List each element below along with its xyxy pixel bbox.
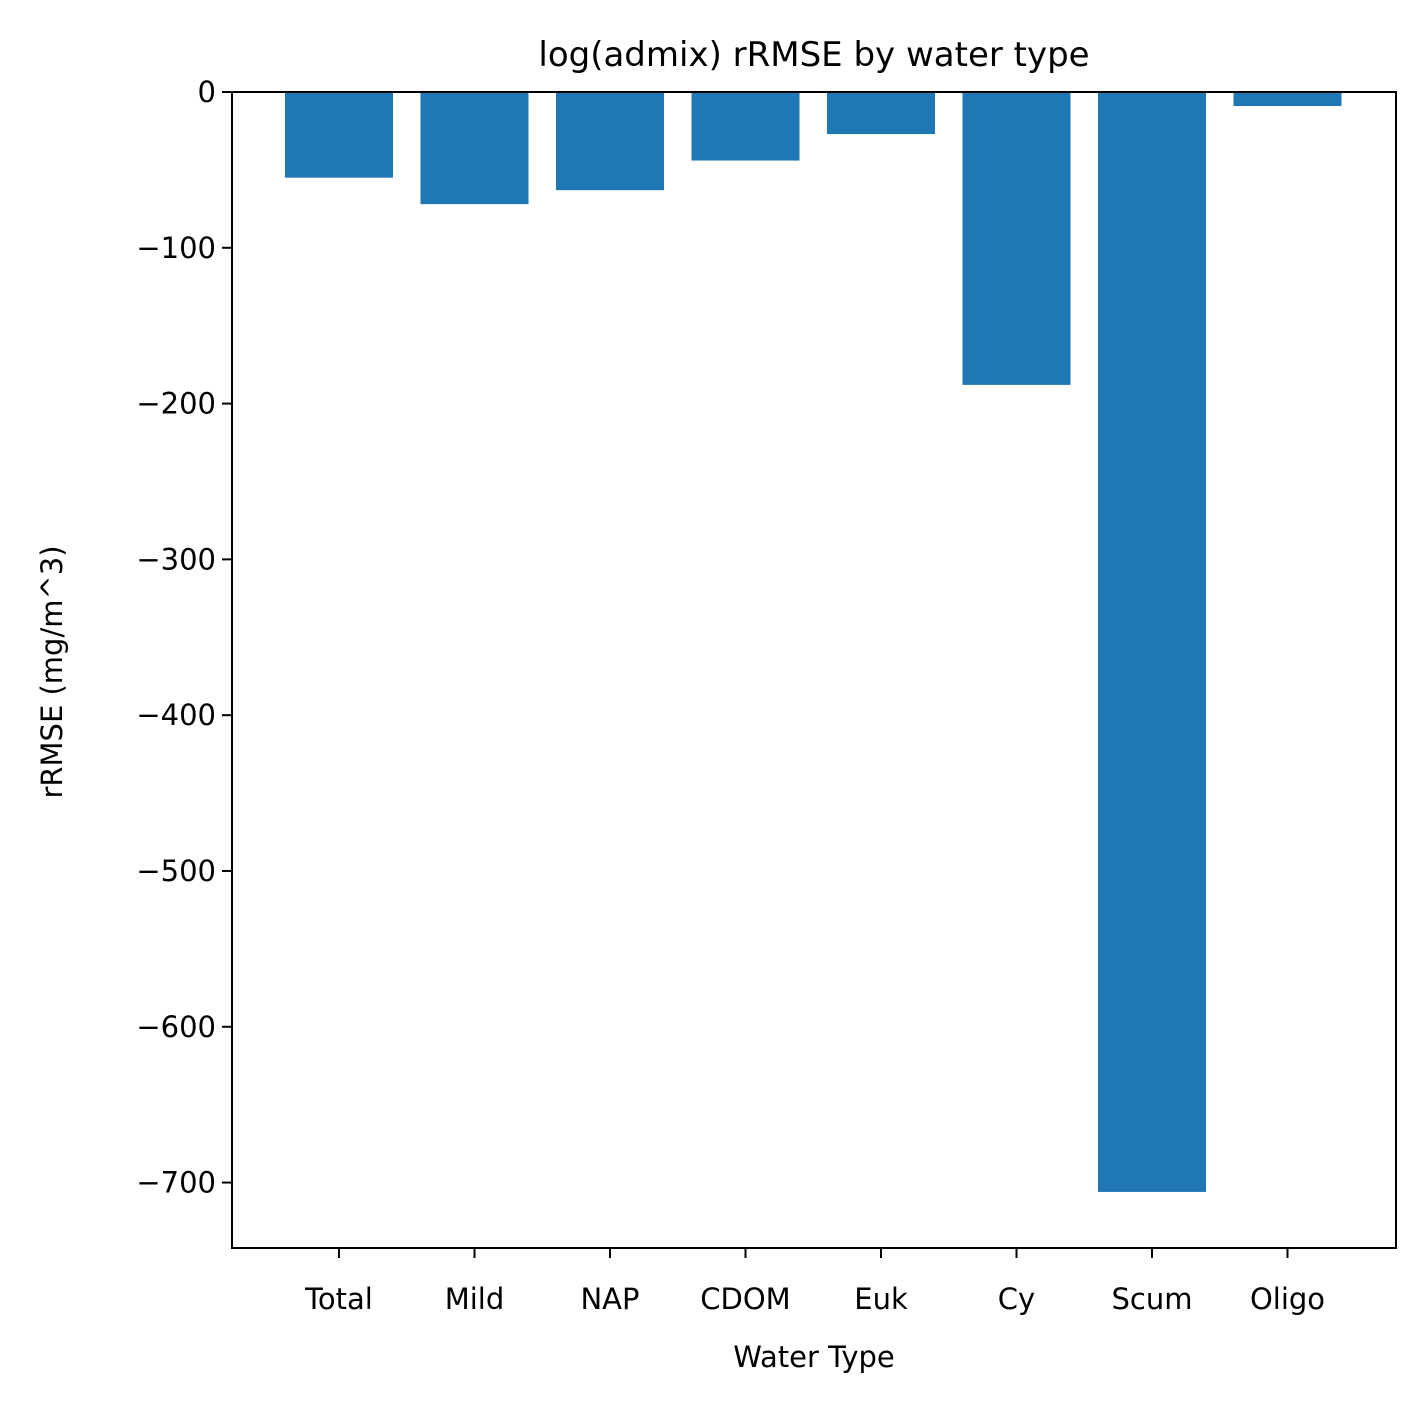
- y-tick-label: 0: [198, 75, 216, 109]
- bar-scum: [1098, 92, 1206, 1192]
- x-tick-label: Mild: [445, 1282, 505, 1316]
- x-tick-label: Scum: [1112, 1282, 1193, 1316]
- x-tick-label: Oligo: [1250, 1282, 1325, 1316]
- x-axis-title: Water Type: [733, 1340, 895, 1374]
- x-tick-label: Cy: [998, 1282, 1035, 1316]
- y-tick-label: −300: [136, 542, 216, 576]
- y-axis: 0 −100 −200 −300 −400 −500 −600 −700: [136, 75, 232, 1200]
- bars-group: [285, 92, 1342, 1192]
- bar-euk: [827, 92, 935, 135]
- y-tick-label: −400: [136, 698, 216, 732]
- x-tick-label: Total: [304, 1282, 373, 1316]
- x-tick-label: CDOM: [700, 1282, 790, 1316]
- bar-cdom: [691, 92, 800, 161]
- bar-total: [285, 92, 393, 178]
- bar-oligo: [1233, 92, 1342, 107]
- y-tick-label: −600: [136, 1010, 216, 1044]
- x-axis: Total Mild NAP CDOM Euk Cy Scum Oligo: [304, 1248, 1325, 1316]
- chart-title: log(admix) rRMSE by water type: [538, 35, 1089, 75]
- y-tick-label: −500: [136, 854, 216, 888]
- y-tick-label: −700: [136, 1166, 216, 1200]
- y-tick-label: −200: [136, 387, 216, 421]
- bar-nap: [556, 92, 664, 191]
- y-tick-label: −100: [136, 231, 216, 265]
- y-axis-title: rRMSE (mg/m^3): [35, 545, 69, 798]
- x-tick-label: Euk: [854, 1282, 908, 1316]
- x-tick-label: NAP: [580, 1282, 639, 1316]
- bar-cy: [962, 92, 1071, 385]
- bar-mild: [420, 92, 529, 205]
- plot-frame: [231, 91, 1397, 1249]
